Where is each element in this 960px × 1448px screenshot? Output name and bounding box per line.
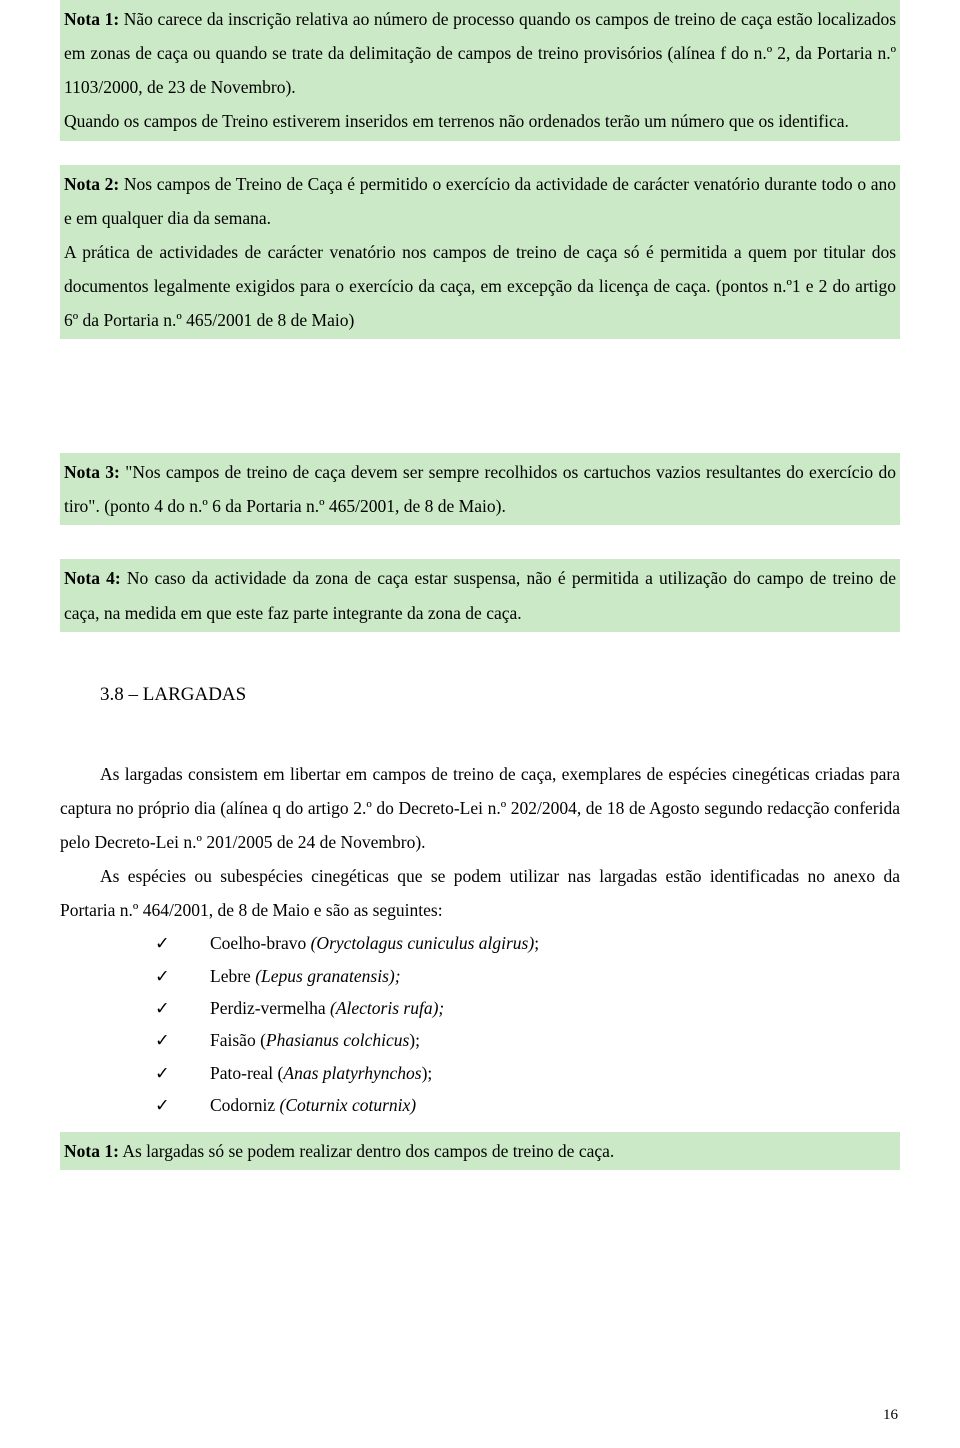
- spacer: [60, 549, 900, 559]
- body-p2: As espécies ou subespécies cinegéticas q…: [60, 859, 900, 927]
- nota-1-text2: Quando os campos de Treino estiverem ins…: [64, 104, 896, 138]
- spacer: [60, 363, 900, 453]
- species-latin: (Oryctolagus cuniculus algirus): [311, 933, 535, 953]
- nota-4-p1: Nota 4: No caso da actividade da zona de…: [64, 561, 896, 629]
- nota-3-label: Nota 3:: [64, 462, 120, 482]
- species-common: Coelho-bravo: [210, 933, 311, 953]
- nota-2-p1: Nota 2: Nos campos de Treino de Caça é p…: [64, 167, 896, 235]
- nota-2-label: Nota 2:: [64, 174, 119, 194]
- species-common: Codorniz: [210, 1095, 280, 1115]
- nota-1: Nota 1: Não carece da inscrição relativa…: [60, 0, 900, 141]
- nota-1-p1: Nota 1: Não carece da inscrição relativa…: [64, 2, 896, 104]
- list-item: Perdiz-vermelha (Alectoris rufa);: [60, 992, 900, 1024]
- body-p1: As largadas consistem em libertar em cam…: [60, 757, 900, 859]
- species-common: Perdiz-vermelha: [210, 998, 330, 1018]
- list-item: Lebre (Lepus granatensis);: [60, 960, 900, 992]
- species-tail: ;: [534, 933, 539, 953]
- nota-3-p1: Nota 3: "Nos campos de treino de caça de…: [64, 455, 896, 523]
- species-common: Faisão (: [210, 1030, 266, 1050]
- list-item: Codorniz (Coturnix coturnix): [60, 1089, 900, 1121]
- nota-2: Nota 2: Nos campos de Treino de Caça é p…: [60, 165, 900, 340]
- species-common: Lebre: [210, 966, 255, 986]
- list-item: Coelho-bravo (Oryctolagus cuniculus algi…: [60, 927, 900, 959]
- species-tail: );: [422, 1063, 433, 1083]
- list-item: Pato-real (Anas platyrhynchos);: [60, 1057, 900, 1089]
- list-item: Faisão (Phasianus colchicus);: [60, 1024, 900, 1056]
- nota-1b-label: Nota 1:: [64, 1141, 119, 1161]
- species-latin: Phasianus colchicus: [266, 1030, 409, 1050]
- nota-2-text1: Nos campos de Treino de Caça é permitido…: [64, 174, 896, 228]
- nota-4-label: Nota 4:: [64, 568, 121, 588]
- species-latin: (Lepus granatensis);: [255, 966, 400, 986]
- species-latin: (Alectoris rufa);: [330, 998, 444, 1018]
- nota-1b-text1: As largadas só se podem realizar dentro …: [122, 1141, 614, 1161]
- nota-4-text1: No caso da actividade da zona de caça es…: [64, 568, 896, 622]
- body-p2-text: As espécies ou subespécies cinegéticas q…: [60, 866, 900, 920]
- nota-1-text1: Não carece da inscrição relativa ao núme…: [64, 9, 896, 97]
- body-p1-text: As largadas consistem em libertar em cam…: [60, 764, 900, 852]
- nota-3-text1: "Nos campos de treino de caça devem ser …: [64, 462, 896, 516]
- nota-1b: Nota 1: As largadas só se podem realizar…: [60, 1132, 900, 1170]
- nota-1-label: Nota 1:: [64, 9, 119, 29]
- nota-4: Nota 4: No caso da actividade da zona de…: [60, 559, 900, 631]
- species-latin: Anas platyrhynchos: [283, 1063, 421, 1083]
- species-list: Coelho-bravo (Oryctolagus cuniculus algi…: [60, 927, 900, 1121]
- species-tail: );: [409, 1030, 420, 1050]
- species-latin: (Coturnix coturnix): [280, 1095, 417, 1115]
- nota-3: Nota 3: "Nos campos de treino de caça de…: [60, 453, 900, 525]
- nota-2-text2: A prática de actividades de carácter ven…: [64, 235, 896, 337]
- species-common: Pato-real (: [210, 1063, 283, 1083]
- section-heading: 3.8 – LARGADAS: [100, 676, 900, 713]
- page-number: 16: [883, 1401, 898, 1430]
- nota-1b-p1: Nota 1: As largadas só se podem realizar…: [64, 1134, 896, 1168]
